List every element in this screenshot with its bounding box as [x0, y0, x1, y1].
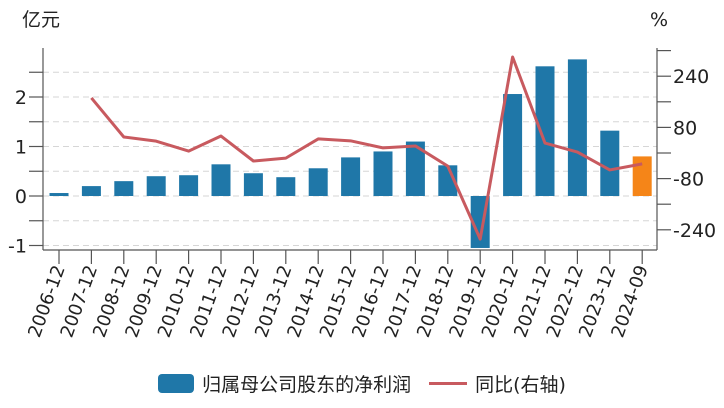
svg-text:0: 0 [15, 186, 27, 208]
bar-2018-12 [438, 165, 458, 196]
svg-text:1: 1 [15, 137, 27, 159]
legend-item-yoy[interactable]: 同比(右轴) [429, 370, 566, 397]
bar-2011-12 [211, 164, 231, 196]
bar-swatch-icon [158, 373, 195, 393]
bar-2008-12 [114, 181, 134, 196]
line-series [90, 55, 643, 241]
bar-2022-12 [567, 59, 587, 196]
left-axis-unit: 亿元 [22, 9, 60, 31]
legend-label-net-profit: 归属母公司股东的净利润 [202, 373, 412, 396]
bar-2010-12 [179, 175, 199, 196]
legend: 归属母公司股东的净利润 同比(右轴) [0, 366, 724, 400]
bar-2013-12 [276, 177, 296, 196]
bar-series [49, 59, 652, 248]
legend-item-net-profit[interactable]: 归属母公司股东的净利润 [158, 370, 411, 397]
bar-2024-09 [632, 156, 652, 196]
x-axis-labels: 2006-122007-122008-122009-122010-122011-… [24, 250, 653, 340]
svg-text:-80: -80 [673, 169, 704, 191]
bar-2021-12 [535, 66, 555, 196]
svg-text:-1: -1 [8, 236, 27, 258]
bar-2012-12 [243, 173, 263, 196]
svg-text:2: 2 [15, 87, 27, 109]
line-swatch-icon [429, 381, 468, 385]
bar-2023-12 [600, 130, 620, 196]
bar-2014-12 [308, 168, 328, 196]
bar-2009-12 [146, 176, 166, 196]
right-axis-unit: % [650, 9, 668, 31]
bar-2020-12 [503, 94, 523, 196]
svg-text:80: 80 [673, 117, 697, 139]
bar-2017-12 [405, 141, 425, 196]
combo-chart: -1 0 1 2 240 80 -80 -240 亿元 % 2006-122007-12200… [8, 9, 716, 340]
bar-2015-12 [341, 157, 361, 196]
bar-2006-12 [49, 193, 69, 196]
bar-2016-12 [373, 151, 393, 196]
svg-text:240: 240 [673, 66, 709, 88]
legend-label-yoy: 同比(右轴) [475, 373, 566, 396]
svg-text:-240: -240 [673, 220, 716, 242]
bar-2007-12 [81, 186, 101, 196]
